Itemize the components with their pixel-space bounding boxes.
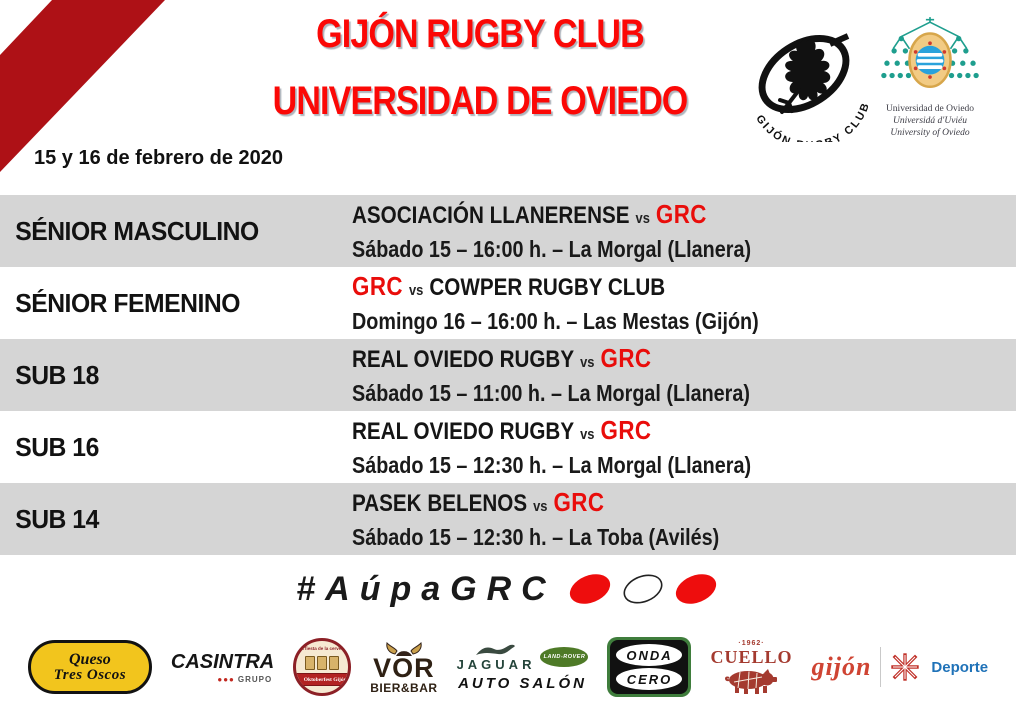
fixture-teams: REAL OVIEDO RUGBY vs GRC	[352, 343, 750, 378]
fixture-teams: ASOCIACIÓN LLANERENSE vs GRC	[352, 199, 751, 234]
fixture-category: SUB 16	[15, 431, 99, 462]
fixture-category: SUB 14	[15, 503, 99, 534]
sponsor-jaguar-landrover: JAGUAR LAND-ROVER AUTO SALÓN	[457, 643, 589, 692]
fixture-schedule: Sábado 15 – 12:30 h. – La Toba (Avilés)	[352, 523, 720, 550]
uniovi-name-block: Universidad de Oviedo Universidá d'Uviéu…	[876, 103, 984, 139]
vs-label: vs	[409, 281, 424, 299]
ondacero-line2: CERO	[616, 668, 683, 690]
sponsor-gijon-deporte: gijón Deporte	[811, 647, 989, 687]
divider	[880, 647, 882, 687]
oak-leaf-icon	[785, 38, 831, 101]
sponsor-cuello: ·1962· CUELLO	[710, 640, 793, 694]
header-titles: GIJÓN RUGBY CLUB UNIVERSIDAD DE OVIEDO	[0, 14, 960, 148]
fixture-row-senior-femenino: SÉNIOR FEMENINO GRC vs COWPER RUGBY CLUB D…	[0, 267, 1016, 339]
grc-club-logo: GIJÓN RUGBY CLUB	[753, 33, 870, 142]
casintra-dots: ●●●	[217, 674, 235, 684]
fixture-details: REAL OVIEDO RUGBY vs GRC Sábado 15 – 11:00…	[352, 343, 750, 408]
uniovi-name-en: University of Oviedo	[890, 128, 970, 138]
uniovi-crest-icon	[881, 17, 979, 89]
casintra-sub: ●●● GRUPO	[217, 675, 272, 684]
vor-sub: BIER&BAR	[370, 680, 438, 695]
auto-salon-label: AUTO SALÓN	[458, 674, 587, 692]
title-line-1: GIJÓN RUGBY CLUB	[316, 12, 645, 56]
jaguar-brand: JAGUAR	[456, 656, 536, 672]
fixture-row-senior-masculino: SÉNIOR MASCULINO ASOCIACIÓN LLANERENSE vs…	[0, 195, 1016, 267]
sponsor-vor-bier-bar: VOR BIER&BAR	[370, 641, 437, 694]
team-right-grc: GRC	[600, 342, 652, 373]
sponsor-oktoberfest-badge: La fiesta de la cerveza Oktoberfest Gijó…	[293, 638, 352, 696]
queso-line2: Tres Oscos	[53, 666, 127, 683]
cuello-year: ·1962·	[738, 640, 765, 648]
team-left-grc: GRC	[352, 270, 403, 301]
team-right-grc: GRC	[655, 198, 707, 229]
ball-laces	[828, 33, 850, 47]
leaf-stem	[778, 88, 801, 114]
uniovi-name-es: Universidad de Oviedo	[885, 104, 975, 114]
fixture-row-sub18: SUB 18 REAL OVIEDO RUGBY vs GRC Sábado 15 …	[0, 339, 1016, 411]
queso-line1: Queso	[68, 650, 111, 668]
fixture-row-sub16: SUB 16 REAL OVIEDO RUGBY vs GRC Sábado 15 …	[0, 411, 1016, 483]
ondacero-line1: ONDA	[616, 644, 683, 666]
fixture-schedule: Sábado 15 – 12:30 h. – La Morgal (Llaner…	[352, 451, 752, 478]
team-left: PASEK BELENOS	[352, 489, 528, 517]
fixtures-table: SÉNIOR MASCULINO ASOCIACIÓN LLANERENSE vs…	[0, 195, 1016, 555]
fixture-row-sub14: SUB 14 PASEK BELENOS vs GRC Sábado 15 – 12…	[0, 483, 1016, 555]
fixture-category: SÉNIOR MASCULINO	[15, 215, 259, 246]
fixture-details: REAL OVIEDO RUGBY vs GRC Sábado 15 – 12:30…	[352, 415, 751, 480]
rugby-ball-red-icon	[675, 574, 716, 604]
sponsor-onda-cero: ONDA CERO	[607, 637, 692, 697]
team-left: REAL OVIEDO RUGBY	[352, 345, 575, 373]
casintra-grupo: GRUPO	[237, 674, 273, 684]
cuello-label: CUELLO	[710, 646, 793, 667]
viking-helmet-icon	[386, 641, 422, 656]
event-date: 15 y 16 de febrero de 2020	[34, 147, 284, 169]
fixture-teams: PASEK BELENOS vs GRC	[352, 487, 719, 522]
fixture-details: GRC vs COWPER RUGBY CLUB Domingo 16 – 16:0…	[352, 271, 759, 336]
oktoberfest-label: Oktoberfest Gijón	[303, 676, 347, 683]
fixture-schedule: Sábado 15 – 11:00 h. – La Morgal (Llaner…	[352, 379, 750, 406]
hashtag-text: #AúpaGRC	[296, 569, 556, 608]
team-right-grc: GRC	[600, 414, 652, 445]
title-line-2: UNIVERSIDAD DE OVIEDO	[272, 79, 689, 123]
vs-label: vs	[580, 425, 595, 443]
fixture-schedule: Domingo 16 – 16:00 h. – Las Mestas (Gijó…	[352, 307, 759, 334]
team-left: ASOCIACIÓN LLANERENSE	[352, 201, 630, 229]
sponsors-bar: Queso Tres Oscos CASINTRA ●●● GRUPO La f…	[0, 630, 1016, 704]
team-left: REAL OVIEDO RUGBY	[352, 417, 575, 445]
fixture-category: SÉNIOR FEMENINO	[15, 287, 241, 318]
oktoberfest-top-text: La fiesta de la cerveza	[298, 646, 346, 651]
fixture-details: ASOCIACIÓN LLANERENSE vs GRC Sábado 15 – 1…	[352, 199, 751, 264]
fixture-details: PASEK BELENOS vs GRC Sábado 15 – 12:30 h. …	[352, 487, 719, 552]
uniovi-logo: Universidad de Oviedo Universidá d'Uviéu…	[876, 14, 984, 139]
sponsor-queso-tres-oscos: Queso Tres Oscos	[27, 640, 152, 694]
jaguar-cat-icon	[476, 644, 515, 655]
gijon-city-label: gijón	[811, 652, 872, 681]
landrover-oval: LAND-ROVER	[540, 647, 589, 667]
team-right-grc: GRC	[553, 486, 605, 517]
pig-icon	[725, 668, 778, 694]
vs-label: vs	[533, 497, 548, 515]
vs-label: vs	[580, 353, 595, 371]
oktoberfest-ribbon: Oktoberfest Gijón	[296, 673, 349, 686]
rugby-ball-icon	[758, 34, 850, 114]
fixture-category: SUB 18	[15, 359, 99, 390]
sponsor-casintra: CASINTRA ●●● GRUPO	[171, 651, 274, 684]
beer-mugs-icon	[305, 656, 340, 670]
rugby-ball-outline-icon	[623, 574, 663, 604]
fixture-schedule: Sábado 15 – 16:00 h. – La Morgal (Llaner…	[352, 235, 752, 262]
vs-label: vs	[635, 209, 650, 227]
uniovi-name-ast: Universidá d'Uviéu	[892, 116, 968, 126]
fixture-teams: GRC vs COWPER RUGBY CLUB	[352, 271, 759, 306]
landrover-label: LAND-ROVER	[543, 654, 586, 660]
casintra-label: CASINTRA	[170, 650, 275, 673]
gijon-weave-icon	[891, 653, 920, 681]
vor-label: VOR	[373, 652, 435, 683]
deporte-label: Deporte	[931, 658, 989, 676]
hashtag-row: #AúpaGRC	[0, 558, 1016, 620]
rugby-ball-red-icon	[569, 574, 610, 604]
fixture-teams: REAL OVIEDO RUGBY vs GRC	[352, 415, 751, 450]
team-right: COWPER RUGBY CLUB	[429, 273, 666, 301]
